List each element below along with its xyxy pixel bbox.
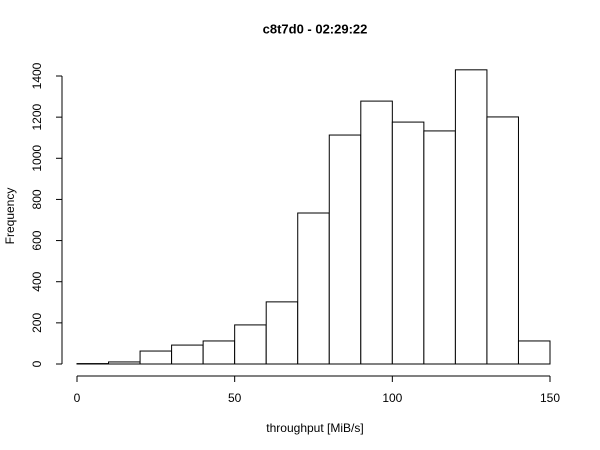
- y-tick-label: 200: [30, 313, 44, 333]
- bar: [265, 301, 299, 365]
- bar: [297, 212, 330, 365]
- bar: [234, 324, 267, 365]
- y-tick-label: 600: [30, 230, 44, 250]
- bar: [486, 116, 519, 365]
- x-tick-label: 100: [382, 391, 402, 405]
- bar: [360, 100, 393, 365]
- bar: [108, 361, 141, 365]
- bar: [139, 350, 173, 365]
- bar: [423, 130, 456, 365]
- bar: [202, 340, 236, 365]
- y-tick-label: 1000: [30, 145, 44, 172]
- bar: [391, 121, 425, 365]
- bar: [454, 69, 488, 365]
- y-tick-label: 1200: [30, 103, 44, 130]
- x-tick-label: 50: [228, 391, 242, 405]
- bar: [171, 344, 204, 365]
- y-tick-label: 0: [30, 360, 44, 367]
- x-tick-label: 0: [74, 391, 81, 405]
- bar: [328, 134, 362, 365]
- y-tick-label: 400: [30, 271, 44, 291]
- x-axis-label: throughput [MiB/s]: [266, 421, 363, 435]
- bar: [517, 340, 551, 365]
- y-axis-label: Frequency: [3, 188, 17, 245]
- y-tick-label: 1400: [30, 62, 44, 89]
- chart-title: c8t7d0 - 02:29:22: [263, 21, 368, 36]
- y-tick-label: 800: [30, 189, 44, 209]
- x-tick-label: 150: [540, 391, 560, 405]
